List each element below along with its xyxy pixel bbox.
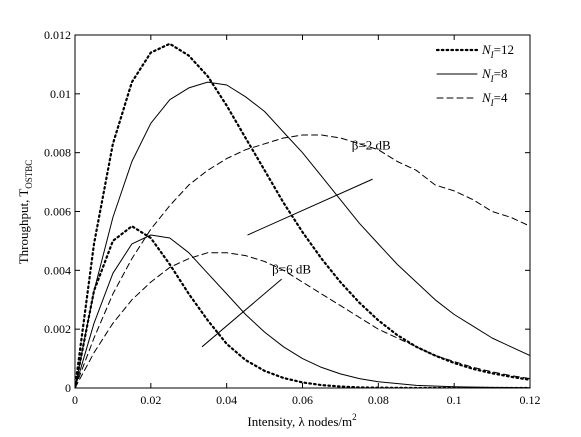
- y-tick-label: 0.002: [44, 322, 71, 336]
- plot-area: [74, 34, 531, 389]
- x-axis-label: Intensity, λ nodes/m2: [247, 412, 356, 429]
- series-line-2: [75, 134, 530, 388]
- annotation-leader-0: [247, 178, 373, 236]
- y-tick-label: 0.004: [44, 263, 71, 277]
- x-tick-label: 0.1: [447, 393, 462, 407]
- annotation-label: β=2 dB: [352, 138, 391, 153]
- series-line-5: [75, 252, 530, 388]
- series-line-3: [75, 225, 530, 388]
- y-tick-label: 0.006: [44, 205, 71, 219]
- x-tick-label: 0.12: [520, 393, 541, 407]
- series-line-4: [75, 234, 530, 388]
- x-tick-label: 0.08: [368, 393, 389, 407]
- legend-entry: NI=12: [481, 42, 514, 60]
- legend-entry: NI=4: [481, 90, 508, 108]
- y-tick-label: 0.008: [44, 146, 71, 160]
- y-tick-label: 0: [65, 381, 71, 395]
- legend: NI=12 NI=8 NI=4: [435, 42, 514, 108]
- y-axis-label: Throughput, TOSTBC: [16, 160, 34, 265]
- x-tick-label: 0: [72, 393, 78, 407]
- series-line-1: [75, 81, 530, 388]
- x-tick-label: 0.02: [140, 393, 161, 407]
- legend-entry: NI=8: [481, 66, 508, 84]
- annotation-label: β=6 dB: [272, 261, 311, 276]
- annotation-lines: [201, 178, 373, 348]
- series-line-0: [75, 42, 530, 388]
- x-tick-label: 0.06: [292, 393, 313, 407]
- x-tick-label: 0.04: [216, 393, 237, 407]
- y-tick-label: 0.012: [44, 28, 71, 42]
- series-layer: [75, 42, 530, 388]
- y-tick-label: 0.01: [50, 87, 71, 101]
- annotations: β=2 dB β=6 dB: [272, 138, 391, 277]
- annotation-leader-1: [201, 278, 282, 348]
- axis-ticks: 0 0.02 0.04 0.06 0.08 0.1 0.12 0 0.002 0.004 0.006…: [44, 28, 541, 407]
